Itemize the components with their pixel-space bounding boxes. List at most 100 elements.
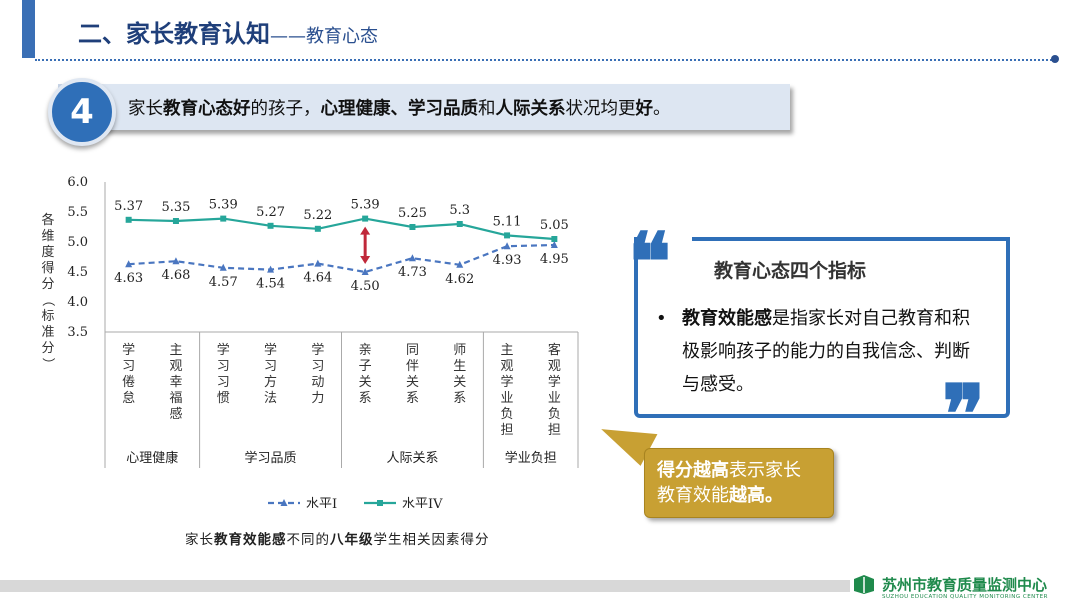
series-point-level-4 [267, 222, 274, 229]
series-point-level-1 [408, 254, 416, 262]
series-point-level-1 [314, 259, 322, 267]
data-label-level-1: 4.68 [161, 268, 190, 283]
x-category-label: 亲子关系 [359, 343, 372, 406]
x-category-label: 师生关系 [453, 343, 466, 406]
callout-plain-1: 表示家长 [729, 460, 801, 481]
banner-segment: 人际关系 [495, 99, 566, 119]
banner-segment: 心理健康、学习品质 [320, 99, 479, 119]
title-divider [35, 59, 1055, 61]
key-finding-text: 家长教育心态好的孩子，心理健康、学习品质和人际关系状况均更好。 [128, 95, 671, 120]
x-group-label: 人际关系 [386, 451, 438, 466]
series-point-level-4 [504, 232, 511, 239]
x-category-label: 同伴关系 [406, 343, 419, 406]
series-point-level-4 [456, 221, 463, 227]
indicator-heading: 教育心态四个指标 [714, 260, 867, 282]
callout-emph-2: 越高。 [729, 485, 783, 506]
y-axis-label-char: （ [40, 293, 55, 306]
y-axis-label-char: 标 [41, 309, 54, 324]
callout-plain-2: 教育效能 [657, 485, 729, 506]
x-group-label: 学习品质 [245, 450, 297, 466]
banner-segment: 状况均更 [565, 99, 636, 119]
x-category-label: 主观幸福感 [169, 343, 182, 422]
caption-segment: 不同的 [286, 532, 330, 548]
data-label-level-4: 5.37 [114, 199, 143, 214]
y-tick-label: 6.0 [67, 175, 88, 190]
open-quote-icon: ❝ [628, 215, 672, 309]
finding-number-badge: 4 [48, 78, 116, 146]
book-logo-icon [854, 575, 874, 594]
banner-segment: 的孩子， [250, 99, 321, 119]
data-label-level-4: 5.39 [209, 198, 238, 213]
data-label-level-4: 5.3 [449, 203, 470, 218]
indicator-term: 教育效能感 [682, 308, 772, 329]
legend-label-level-1: 水平I [306, 497, 337, 508]
caption-segment: 教育效能感 [214, 532, 287, 548]
close-quote-icon: ❞ [942, 367, 986, 461]
y-axis-label-char: 维 [41, 229, 54, 244]
series-point-level-1 [361, 268, 369, 275]
data-label-level-4: 5.27 [256, 205, 285, 220]
y-tick-label: 3.5 [67, 325, 88, 340]
title-divider-dot [1051, 55, 1059, 63]
indicator-frame-top [692, 237, 1006, 241]
series-point-level-4 [125, 216, 132, 223]
y-tick-label: 5.0 [67, 235, 88, 250]
key-finding-banner: 家长教育心态好的孩子，心理健康、学习品质和人际关系状况均更好。 [58, 84, 790, 130]
y-axis-label-char: 准 [41, 325, 54, 340]
series-line-level-1 [128, 243, 555, 274]
series-point-level-1 [219, 263, 227, 271]
y-tick-label: 4.0 [67, 295, 88, 310]
caption-segment: 八年级 [330, 532, 374, 548]
callout-emph-1: 得分越高 [657, 460, 729, 481]
data-label-level-1: 4.93 [493, 253, 522, 268]
data-label-level-4: 5.35 [161, 200, 190, 215]
data-label-level-4: 5.25 [398, 206, 427, 221]
caption-segment: 家长 [185, 532, 214, 548]
x-category-label: 学习动力 [311, 342, 324, 406]
footer-org-name: 苏州市教育质量监测中心 [882, 576, 1048, 594]
y-axis-label-char: ） [40, 357, 55, 370]
banner-segment: 家长 [128, 99, 163, 119]
series-point-level-4 [220, 215, 227, 222]
legend-marker-level-4 [377, 500, 383, 506]
data-label-level-4: 5.22 [303, 208, 332, 223]
y-axis-label-char: 各 [41, 212, 54, 228]
data-label-level-1: 4.62 [445, 272, 474, 287]
data-label-level-1: 4.63 [114, 271, 143, 286]
series-point-level-4 [362, 215, 369, 222]
gap-arrow-head-down [360, 256, 371, 264]
page-title: 二、家长教育认知——教育心态 [78, 14, 378, 49]
caption-segment: 学生相关因素得分 [373, 532, 490, 548]
x-category-label: 客观学业负担 [548, 342, 561, 438]
indicator-frame [634, 237, 1010, 418]
chart-caption: 家长教育效能感不同的八年级学生相关因素得分 [185, 528, 490, 548]
banner-segment: 和 [478, 99, 496, 119]
data-label-level-1: 4.64 [303, 271, 332, 286]
series-point-level-4 [314, 225, 321, 232]
series-point-level-4 [551, 236, 558, 242]
data-label-level-4: 5.39 [351, 198, 380, 213]
y-axis-label-char: 分 [41, 277, 54, 292]
series-line-level-4 [128, 217, 555, 241]
footer-org-english: SUZHOU EDUCATION QUALITY MONITORING CENT… [882, 594, 1048, 600]
data-label-level-1: 4.50 [351, 279, 380, 294]
x-group-label: 心理健康 [126, 450, 178, 466]
legend-label-level-4: 水平IV [402, 497, 443, 508]
x-category-label: 学习倦怠 [122, 342, 135, 406]
data-label-level-1: 4.57 [209, 275, 238, 290]
data-label-level-1: 4.95 [540, 252, 569, 267]
data-label-level-1: 4.73 [398, 265, 427, 280]
x-group-label: 学业负担 [505, 450, 557, 466]
y-tick-label: 4.5 [67, 265, 88, 280]
gap-arrow-head-up [360, 226, 371, 235]
series-point-level-4 [172, 218, 179, 224]
y-axis-label-char: 度 [41, 244, 54, 260]
data-label-level-4: 5.05 [540, 218, 569, 233]
callout-box: 得分越高表示家长 教育效能越高。 [644, 448, 834, 518]
bullet-icon: • [656, 308, 667, 329]
series-point-level-1 [550, 241, 558, 248]
banner-segment: 。 [653, 99, 671, 119]
y-axis-label-char: 分 [41, 341, 54, 356]
title-accent-bar [22, 0, 35, 58]
y-tick-label: 5.5 [67, 205, 88, 220]
